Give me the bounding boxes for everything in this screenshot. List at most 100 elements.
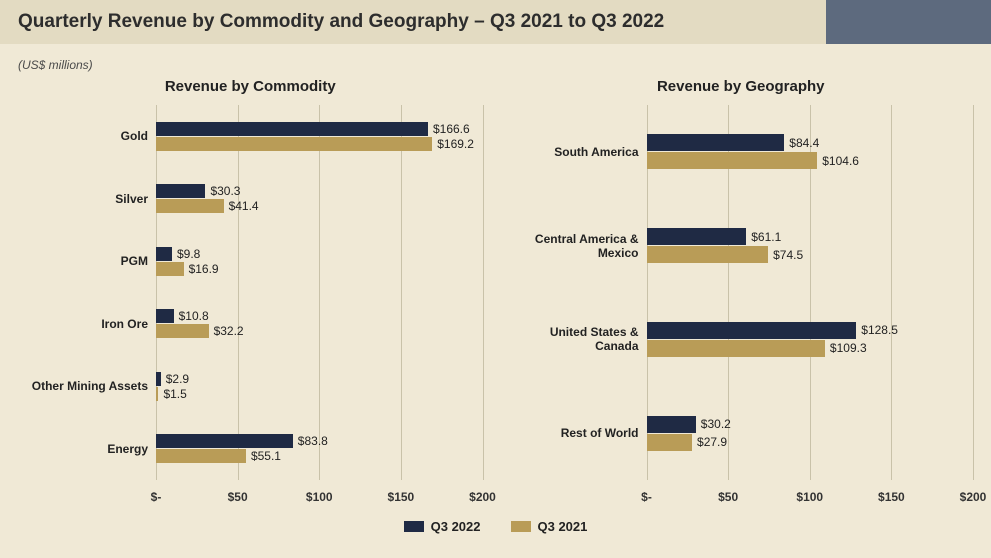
chart-geography-title: Revenue by Geography [509,78,974,95]
bar-value-label: $27.9 [697,435,727,449]
bar-row: $30.2 [647,416,974,433]
x-tick-label: $150 [388,490,415,504]
bar-value-label: $41.4 [229,199,259,213]
bar-row: $128.5 [647,322,974,339]
x-axis-labels: $-$50$100$150$200 [156,486,483,508]
category-group: Central America & Mexico$61.1$74.5 [647,217,974,275]
bar-value-label: $74.5 [773,248,803,262]
bar-b [156,137,432,151]
category-group: Silver$30.3$41.4 [156,179,483,219]
bar-row: $16.9 [156,262,483,276]
bar-row: $169.2 [156,137,483,151]
gridline [401,105,402,480]
bar-b [156,449,246,463]
bar-b [647,340,825,357]
legend-item-q3-2022: Q3 2022 [404,519,481,534]
legend-swatch-q3-2021 [511,521,531,532]
category-group: Other Mining Assets$2.9$1.5 [156,366,483,406]
bar-a [647,322,857,339]
bar-row: $10.8 [156,309,483,323]
bar-value-label: $1.5 [163,387,186,401]
category-group: Iron Ore$10.8$32.2 [156,304,483,344]
bar-row: $1.5 [156,387,483,401]
category-group: Energy$83.8$55.1 [156,429,483,469]
chart-geography: Revenue by Geography $-$50$100$150$200So… [509,78,974,508]
legend: Q3 2022 Q3 2021 [0,514,991,538]
category-label: PGM [18,254,148,268]
gridline [156,105,157,480]
bar-a [156,434,293,448]
category-label: Silver [18,192,148,206]
bar-row: $74.5 [647,246,974,263]
chart-geography-plot: $-$50$100$150$200South America$84.4$104.… [509,105,974,508]
x-axis-labels: $-$50$100$150$200 [647,486,974,508]
category-label: Gold [18,129,148,143]
x-tick-label: $100 [796,490,823,504]
title-accent-block [826,0,991,44]
page-title: Quarterly Revenue by Commodity and Geogr… [18,11,664,33]
chart-commodity-plot: $-$50$100$150$200Gold$166.6$169.2Silver$… [18,105,483,508]
category-group: United States & Canada$128.5$109.3 [647,310,974,368]
bar-a [647,416,696,433]
bar-value-label: $83.8 [298,434,328,448]
category-label: Iron Ore [18,317,148,331]
category-label: Other Mining Assets [18,379,148,393]
bar-value-label: $61.1 [751,230,781,244]
x-tick-label: $100 [306,490,333,504]
chart-commodity: Revenue by Commodity $-$50$100$150$200Go… [18,78,483,508]
category-label: United States & Canada [509,325,639,353]
bar-b [647,246,769,263]
bar-row: $30.3 [156,184,483,198]
bar-row: $41.4 [156,199,483,213]
bar-value-label: $109.3 [830,341,867,355]
x-tick-label: $200 [469,490,496,504]
bar-value-label: $32.2 [214,324,244,338]
subtitle: (US$ millions) [18,58,991,72]
gridline [973,105,974,480]
x-tick-label: $- [641,490,652,504]
bar-value-label: $9.8 [177,247,200,261]
bar-a [156,309,174,323]
legend-item-q3-2021: Q3 2021 [511,519,588,534]
bar-value-label: $2.9 [166,372,189,386]
bar-a [156,122,428,136]
bar-b [647,434,693,451]
bar-row: $109.3 [647,340,974,357]
bar-value-label: $169.2 [437,137,474,151]
bar-value-label: $16.9 [189,262,219,276]
x-tick-label: $150 [878,490,905,504]
bar-row: $84.4 [647,134,974,151]
category-group: South America$84.4$104.6 [647,123,974,181]
bar-value-label: $55.1 [251,449,281,463]
bar-a [156,372,161,386]
x-tick-label: $200 [960,490,987,504]
bar-value-label: $104.6 [822,154,859,168]
title-bar: Quarterly Revenue by Commodity and Geogr… [0,0,991,44]
bar-row: $2.9 [156,372,483,386]
bar-b [647,152,818,169]
charts-container: Revenue by Commodity $- $50 $100 $150 $200 Go… [0,78,991,508]
bar-row: $104.6 [647,152,974,169]
bar-value-label: $166.6 [433,122,470,136]
bar-row: $166.6 [156,122,483,136]
x-tick-label: $50 [718,490,738,504]
bar-a [647,134,785,151]
bar-row: $32.2 [156,324,483,338]
category-label: Central America & Mexico [509,232,639,260]
gridlines [156,105,483,480]
category-label: Rest of World [509,426,639,440]
bar-row: $27.9 [647,434,974,451]
legend-label-q3-2022: Q3 2022 [431,519,481,534]
bar-row: $61.1 [647,228,974,245]
bar-b [156,324,209,338]
bar-b [156,199,224,213]
gridline [319,105,320,480]
bar-row: $9.8 [156,247,483,261]
category-group: Rest of World$30.2$27.9 [647,404,974,462]
bar-value-label: $30.3 [210,184,240,198]
bar-a [156,247,172,261]
bar-b [156,387,158,401]
bar-row: $55.1 [156,449,483,463]
bar-a [647,228,747,245]
chart-commodity-title: Revenue by Commodity [18,78,483,95]
